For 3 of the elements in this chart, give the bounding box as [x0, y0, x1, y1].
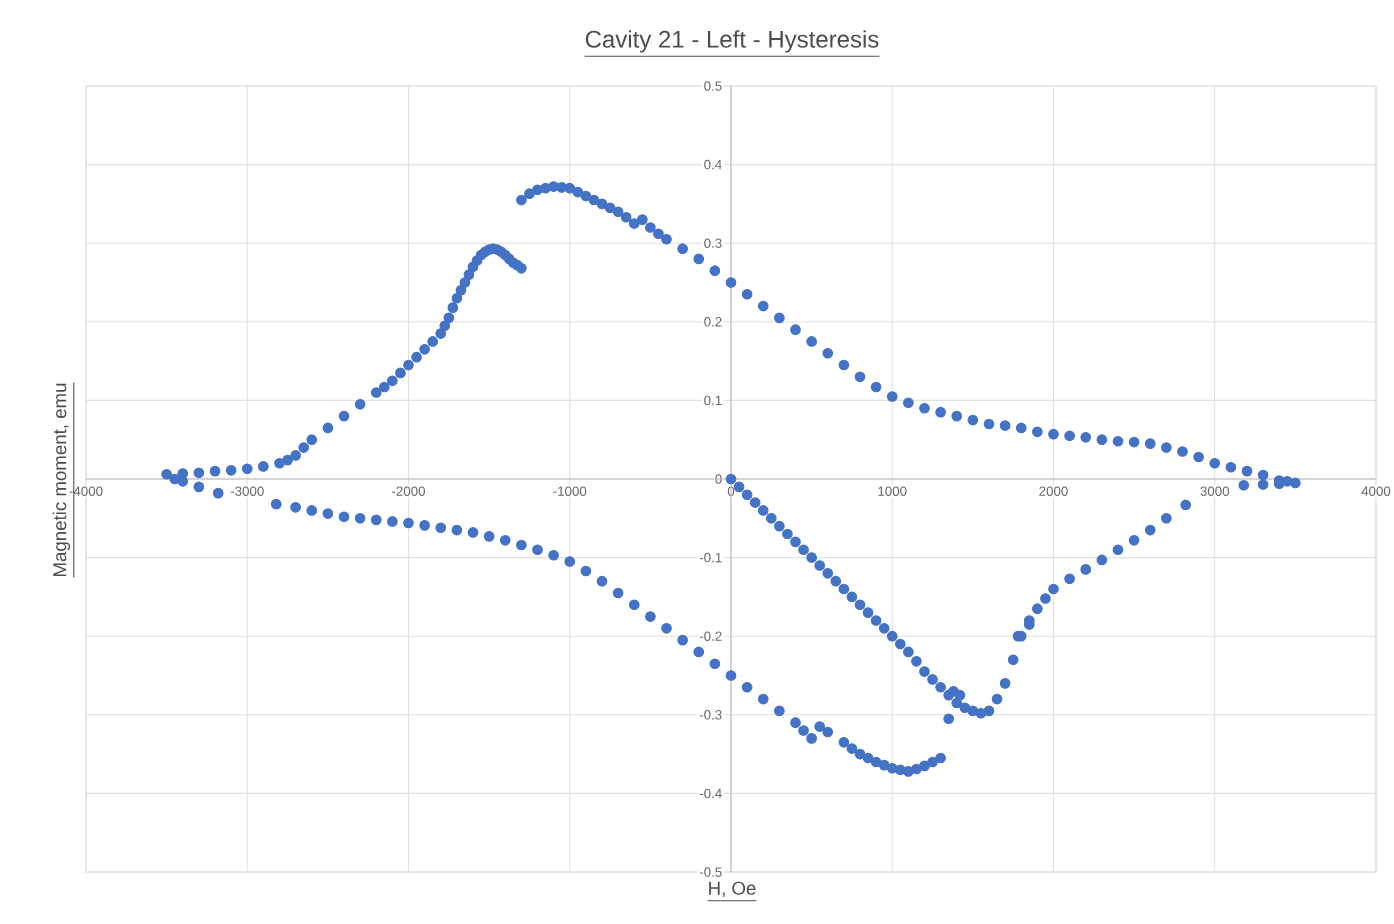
- y-axis-title: Magnetic moment, emu: [52, 383, 71, 576]
- chart-title: Cavity 21 - Left - Hysteresis: [585, 30, 879, 53]
- x-axis-title: H, Oe: [709, 881, 756, 898]
